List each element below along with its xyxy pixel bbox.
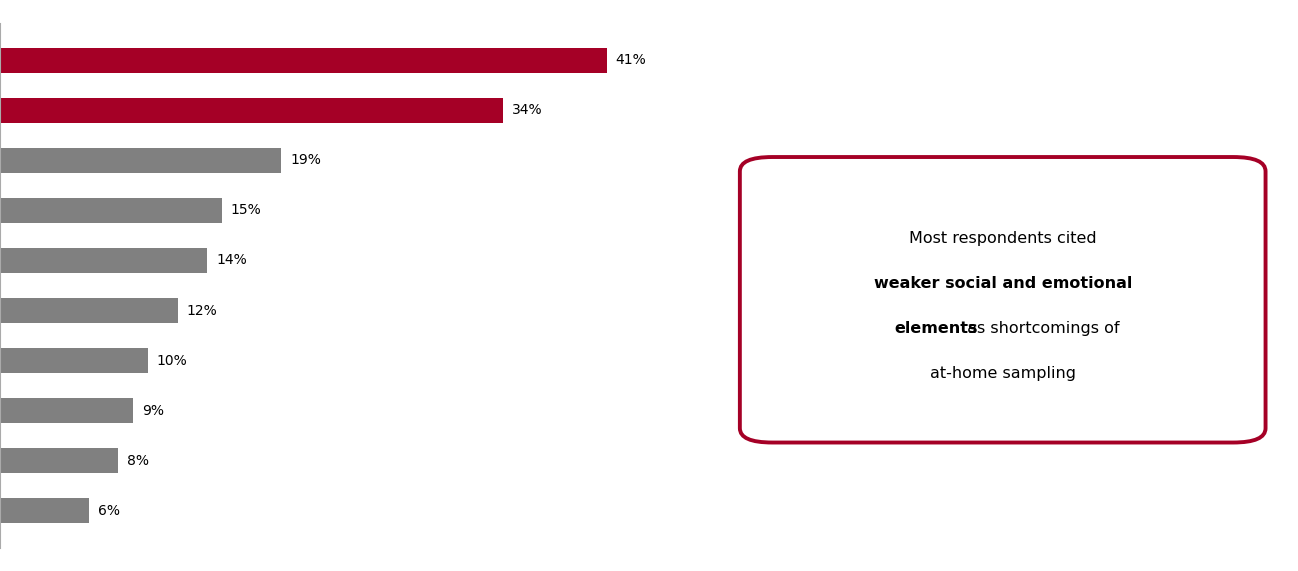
Bar — [0, 198, 222, 223]
Bar — [0, 248, 208, 273]
Text: 19%: 19% — [289, 154, 321, 167]
Text: 9%: 9% — [141, 404, 164, 417]
Text: 14%: 14% — [215, 254, 247, 267]
Text: 6%: 6% — [97, 504, 119, 518]
Text: at-home sampling: at-home sampling — [929, 366, 1076, 381]
Bar — [0, 498, 88, 523]
Text: 8%: 8% — [127, 453, 149, 468]
Bar — [0, 348, 148, 373]
Bar — [0, 48, 606, 73]
Text: weaker social and emotional: weaker social and emotional — [874, 276, 1132, 291]
Bar — [0, 298, 178, 323]
Bar — [0, 398, 134, 423]
Text: 41%: 41% — [615, 53, 646, 67]
Text: 34%: 34% — [511, 103, 543, 118]
Text: Most respondents cited: Most respondents cited — [909, 231, 1097, 246]
Bar — [0, 448, 118, 473]
Bar — [0, 98, 504, 123]
Text: 15%: 15% — [231, 203, 262, 218]
Bar — [0, 148, 282, 173]
Text: elements: elements — [894, 321, 977, 336]
Text: as shortcomings of: as shortcomings of — [962, 321, 1119, 336]
Text: 10%: 10% — [157, 353, 188, 368]
Text: 12%: 12% — [187, 304, 217, 317]
